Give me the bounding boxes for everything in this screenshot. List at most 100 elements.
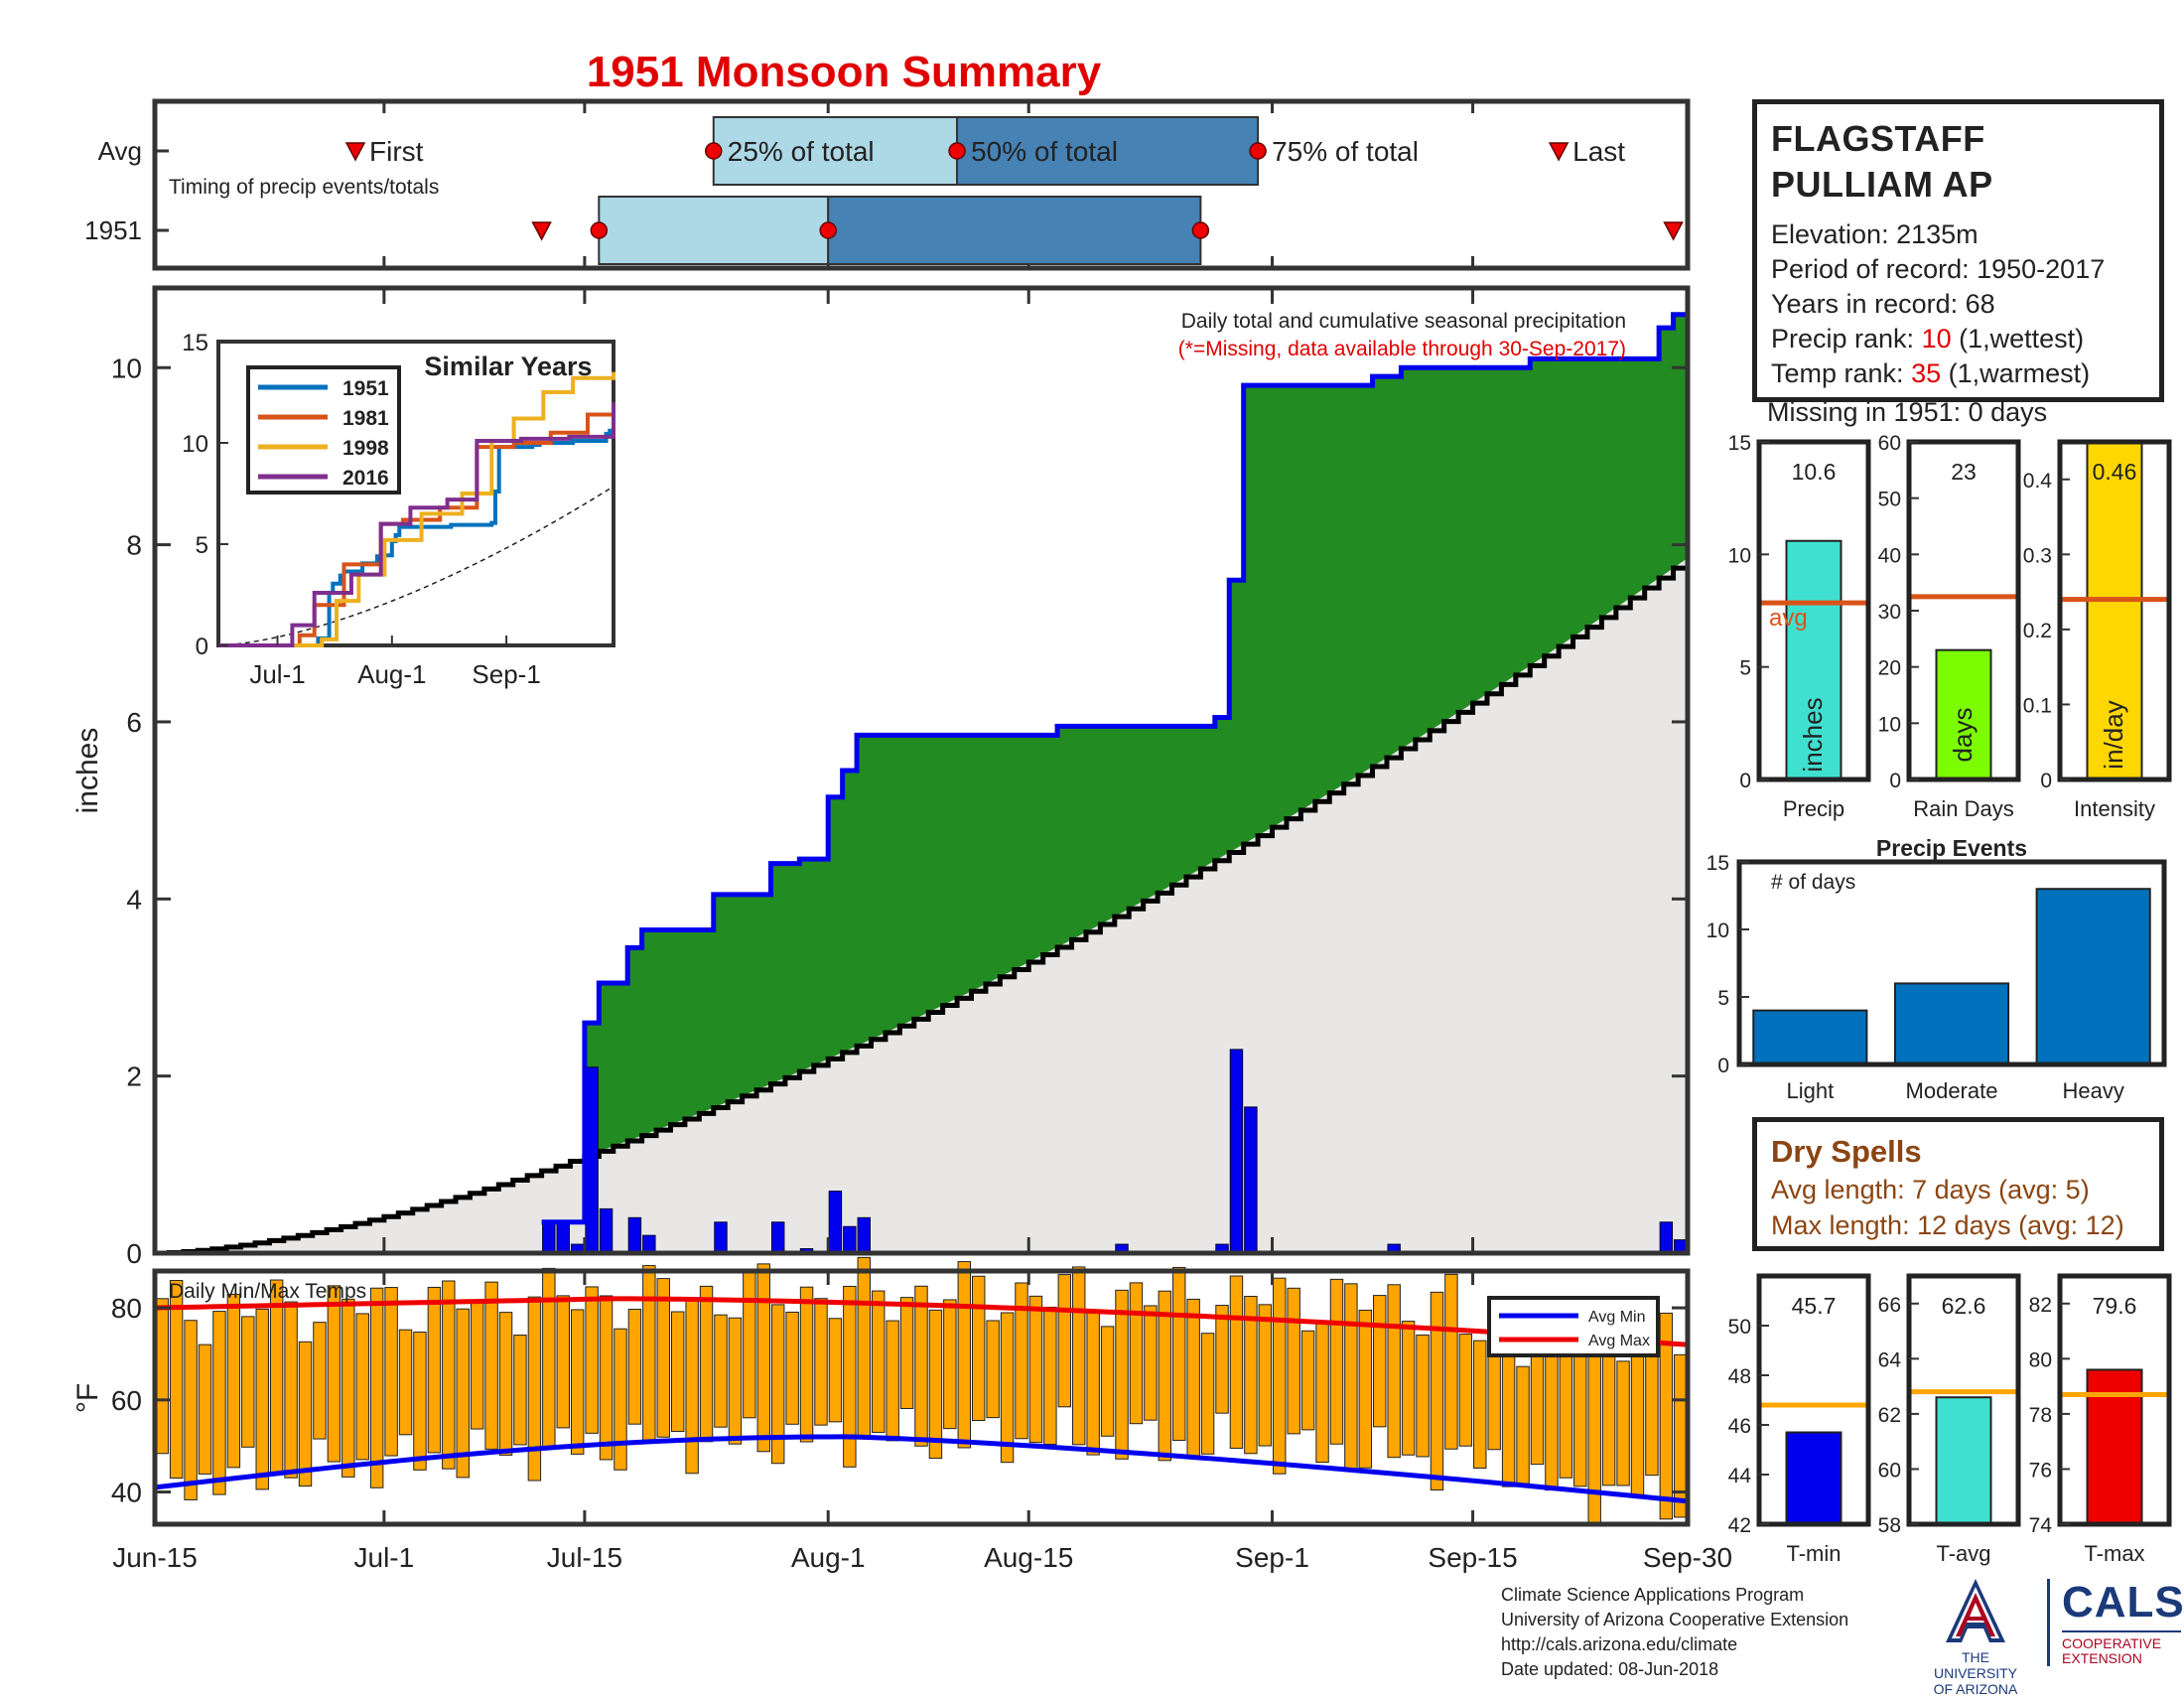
similar-xtick-label: Sep-1 [472, 659, 540, 689]
xtick-label: Sep-15 [1428, 1542, 1517, 1573]
timing-1951-box-q50-q75 [827, 196, 1202, 265]
precip-rank-label: Precip rank: [1771, 324, 1922, 354]
xtick-label: Sep-30 [1643, 1542, 1732, 1573]
daily-temp-bar [1115, 1289, 1129, 1460]
summary-precip-bar [1785, 539, 1843, 780]
daily-temp-bar [1300, 1330, 1315, 1431]
summary-intensity-value-label: 0.46 [2093, 459, 2137, 485]
daily-temp-bar [1401, 1321, 1416, 1456]
daily-temp-bar [1200, 1333, 1215, 1455]
footer-line2: University of Arizona Cooperative Extens… [1501, 1610, 1849, 1629]
daily-temp-bar [1444, 1273, 1458, 1450]
temp-summary-t-max-value-label: 79.6 [2093, 1293, 2137, 1319]
temp-summary-t-min-value-label: 45.7 [1792, 1293, 1837, 1319]
summary-rain-days-ytick-label: 40 [1878, 544, 1901, 567]
similar-legend-label-1951: 1951 [342, 377, 389, 400]
daily-temp-bar [1630, 1353, 1645, 1497]
daily-temp-bar [843, 1285, 857, 1468]
summary-precip-unit: inches [1798, 697, 1828, 772]
similar-xtick-label: Aug-1 [357, 659, 426, 689]
cals-line1: COOPERATIVE [2062, 1635, 2162, 1651]
daily-temp-bar [1273, 1277, 1287, 1475]
temps-ylabel: °F [71, 1383, 104, 1413]
daily-precip-bar [714, 1221, 728, 1254]
daily-temp-bar [1587, 1334, 1601, 1525]
dry-spells-max: Max length: 12 days (avg: 12) [1771, 1210, 2124, 1240]
timing-avg-marker [705, 142, 723, 160]
summary-precip-avg-label: avg [1769, 605, 1808, 632]
main-ytick-label: 6 [126, 707, 142, 738]
temp-rank: Temp rank: 35 (1,warmest) [1771, 356, 2145, 391]
summary-rain-days-ytick-label: 60 [1878, 432, 1901, 455]
daily-temp-bar [914, 1285, 928, 1447]
temp-summary-t-avg-ytick-label: 66 [1878, 1294, 1901, 1317]
similar-ytick-label: 5 [196, 532, 208, 559]
daily-temp-bar [1573, 1351, 1587, 1487]
xtick-label: Jun-15 [112, 1542, 198, 1573]
station-elevation: Elevation: 2135m [1771, 219, 1979, 249]
similar-line-1998 [218, 371, 615, 647]
xtick-label: Jul-1 [354, 1542, 415, 1573]
xtick-label: Aug-1 [791, 1542, 866, 1573]
daily-temp-bar [527, 1296, 542, 1482]
timing-avg-q50-label: 50% of total [971, 136, 1118, 167]
temp-summary-t-min-ytick-label: 42 [1728, 1514, 1751, 1537]
daily-temp-bar [1387, 1284, 1401, 1459]
daily-precip-bar [627, 1216, 642, 1254]
daily-temp-bar [1028, 1295, 1043, 1444]
daily-precip-bar [843, 1225, 857, 1254]
cumulative-precip-line [541, 312, 1688, 1225]
events-bar-light [1752, 1009, 1868, 1065]
footer-line3: http://cals.arizona.edu/climate [1501, 1634, 1738, 1654]
university-of-arizona-logo: THE UNIVERSITY OF ARIZONA [1921, 1577, 2030, 1697]
summary-intensity-ytick-label: 0.2 [2023, 620, 2052, 642]
daily-temp-bar [585, 1286, 599, 1434]
daily-temp-bar [1129, 1282, 1144, 1425]
temp-summary-t-min-label: T-min [1787, 1541, 1842, 1566]
temp-summary-t-max-ytick-label: 76 [2029, 1459, 2052, 1482]
summary-rain-days-ytick-label: 20 [1878, 657, 1901, 680]
events-ytick-label: 0 [1717, 1055, 1729, 1077]
summary-rain-days-value-label: 23 [1951, 459, 1977, 485]
avg-max-line [154, 1296, 1689, 1347]
daily-temp-bar [1244, 1295, 1258, 1455]
timing-1951-marker [1191, 221, 1210, 239]
daily-temp-bar [1072, 1266, 1086, 1446]
daily-temp-bar [556, 1295, 570, 1429]
timing-row-label-avg: Avg [98, 136, 142, 166]
daily-precip-bar [857, 1216, 871, 1254]
main-ytick-label: 0 [126, 1238, 142, 1269]
station-info-box: FLAGSTAFF PULLIAM AP Elevation: 2135m Pe… [1752, 99, 2164, 402]
daily-temp-bar [1229, 1275, 1244, 1449]
daily-temp-bar [614, 1328, 627, 1471]
daily-temp-bar [986, 1320, 1000, 1419]
main-ytick-label: 2 [126, 1061, 142, 1092]
temps-ytick-label: 80 [111, 1293, 142, 1324]
page-title: 1951 Monsoon Summary [586, 48, 1102, 96]
daily-temp-bar [699, 1285, 714, 1443]
temps-ytick-label: 60 [111, 1385, 142, 1416]
avg-cumulative-line [155, 557, 1691, 1256]
main-note-missing: (*=Missing, data available through 30-Se… [1178, 338, 1626, 360]
daily-temp-bar [685, 1298, 699, 1475]
daily-temp-bar [857, 1256, 871, 1440]
daily-precip-bar [1659, 1221, 1674, 1254]
timing-avg-marker [948, 142, 966, 160]
temp-summary-t-max-label: T-max [2084, 1541, 2144, 1566]
main-ytick-label: 4 [126, 884, 142, 915]
summary-precip-ytick-label: 5 [1739, 657, 1751, 680]
daily-temp-bar [1215, 1305, 1229, 1414]
temp-summary-t-min-ytick-label: 44 [1728, 1465, 1752, 1487]
daily-temp-bar [785, 1311, 799, 1425]
summary-intensity-border [2057, 439, 2172, 782]
temp-rank-value: 35 [1911, 358, 1942, 388]
daily-temp-bar [656, 1278, 670, 1438]
summary-precip-value-label: 10.6 [1792, 459, 1837, 485]
summary-intensity-unit: in/day [2099, 700, 2128, 769]
daily-temp-bar [427, 1286, 442, 1454]
summary-intensity-ytick-label: 0.4 [2023, 470, 2053, 493]
daily-temp-bar [1659, 1312, 1674, 1520]
events-title: Precip Events [1876, 835, 2027, 861]
summary-precip-label: Precip [1783, 796, 1844, 821]
daily-temp-bar [456, 1308, 470, 1479]
